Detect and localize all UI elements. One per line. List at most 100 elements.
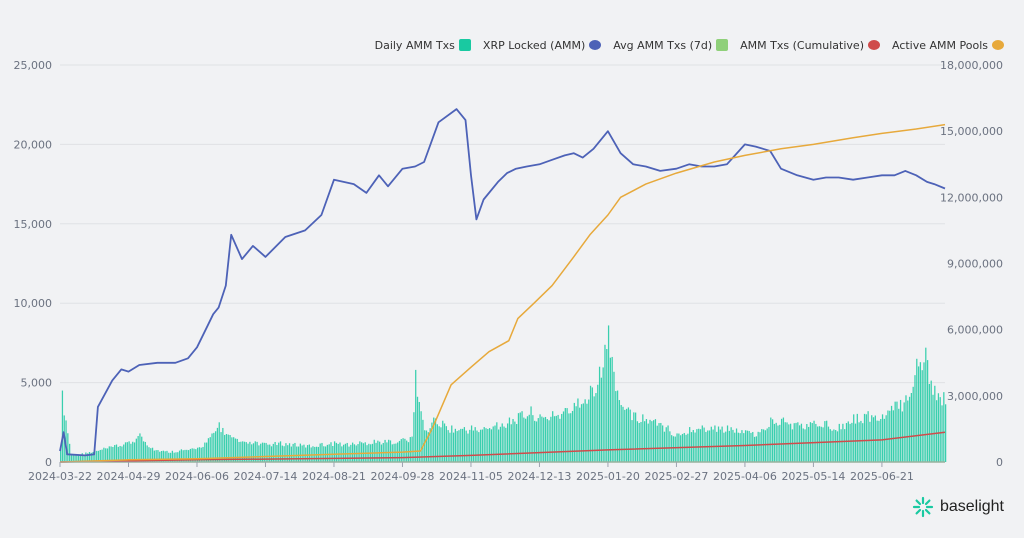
daily-amm-txs-bar <box>389 440 392 462</box>
legend-item-0[interactable]: Daily AMM Txs <box>375 39 471 52</box>
daily-amm-txs-bar <box>615 391 617 462</box>
daily-amm-txs-bar <box>526 416 529 462</box>
daily-amm-txs-bar <box>907 400 909 462</box>
daily-amm-txs-bar <box>653 420 655 462</box>
daily-amm-txs-bar <box>260 443 262 462</box>
daily-amm-txs-bar <box>858 422 860 462</box>
daily-amm-txs-bar <box>833 429 835 462</box>
daily-amm-txs-bar <box>265 442 267 462</box>
daily-amm-txs-bar <box>492 426 494 462</box>
daily-amm-txs-bar <box>928 383 931 462</box>
daily-amm-txs-bar <box>168 452 170 462</box>
daily-amm-txs-bar <box>521 411 523 462</box>
daily-amm-txs-bar <box>555 415 557 462</box>
daily-amm-txs-bar <box>889 410 891 462</box>
daily-amm-txs-bar <box>497 429 500 462</box>
daily-amm-txs-bar <box>306 445 309 462</box>
legend-item-3[interactable]: AMM Txs (Cumulative) <box>740 39 880 52</box>
daily-amm-txs-bar <box>863 413 866 462</box>
daily-amm-txs-bar <box>604 344 606 462</box>
daily-amm-txs-bar <box>279 441 282 462</box>
legend-swatch <box>867 40 880 50</box>
legend-item-2[interactable]: Avg AMM Txs (7d) <box>613 39 729 52</box>
daily-amm-txs-bar <box>597 384 599 462</box>
right-tick-label: 12,000,000 <box>940 191 1003 204</box>
daily-amm-txs-bar <box>607 325 610 462</box>
daily-amm-txs-bar <box>508 417 511 462</box>
daily-amm-txs-bar <box>117 446 119 462</box>
daily-amm-txs-bar <box>196 447 199 462</box>
daily-amm-txs-bar <box>240 441 242 462</box>
daily-amm-txs-bar <box>189 448 192 462</box>
daily-amm-txs-bar <box>921 370 923 462</box>
daily-amm-txs-bar <box>580 404 583 462</box>
daily-amm-txs-bar <box>820 426 822 462</box>
daily-amm-txs-bar <box>101 449 103 462</box>
daily-amm-txs-bar <box>274 441 276 462</box>
daily-amm-txs-bar <box>883 418 885 462</box>
daily-amm-txs-bar <box>182 450 184 462</box>
x-tick-label: 2024-08-21 <box>302 470 366 483</box>
daily-amm-txs-bar <box>150 448 152 462</box>
legend-item-4[interactable]: Active AMM Pools <box>892 39 1004 52</box>
daily-amm-txs-bar <box>469 429 471 462</box>
daily-amm-txs-bar <box>698 428 700 462</box>
legend-swatch <box>589 40 602 50</box>
daily-amm-txs-bar <box>593 396 595 462</box>
daily-amm-txs-bar <box>236 438 238 462</box>
daily-amm-txs-bar <box>871 415 873 462</box>
baselight-brand: baselight <box>912 496 1004 518</box>
daily-amm-txs-bar <box>227 434 229 462</box>
daily-amm-txs-bar <box>215 431 217 462</box>
daily-amm-txs-bar <box>422 419 424 462</box>
daily-amm-txs-bar <box>96 450 98 462</box>
daily-amm-txs-bar <box>169 452 172 462</box>
daily-amm-txs-bar <box>849 423 851 462</box>
daily-amm-txs-bar <box>146 445 148 462</box>
daily-amm-txs-bar <box>424 430 426 462</box>
daily-amm-txs-bar <box>743 433 745 462</box>
daily-amm-txs-bar <box>634 412 637 462</box>
daily-amm-txs-bar <box>337 443 339 462</box>
daily-amm-txs-bar <box>162 450 165 462</box>
daily-amm-txs-bar <box>537 418 539 462</box>
daily-amm-txs-bar <box>416 396 419 462</box>
daily-amm-txs-bar <box>613 371 615 462</box>
daily-amm-txs-bar <box>773 423 776 462</box>
x-tick-label: 2025-05-14 <box>781 470 845 483</box>
daily-amm-txs-bar <box>793 423 795 462</box>
daily-amm-txs-bar <box>263 442 265 462</box>
daily-amm-txs-bar <box>79 454 82 462</box>
daily-amm-txs-bar <box>519 412 521 462</box>
daily-amm-txs-bar <box>278 442 280 462</box>
daily-amm-txs-bar <box>460 428 462 462</box>
daily-amm-txs-bar <box>379 441 381 462</box>
daily-amm-txs-bar <box>490 429 493 462</box>
daily-amm-txs-bar <box>474 427 476 462</box>
daily-amm-txs-bar <box>105 448 107 462</box>
daily-amm-txs-bar <box>525 418 527 462</box>
daily-amm-txs-bar <box>945 404 947 462</box>
daily-amm-txs-bar <box>297 446 300 462</box>
daily-amm-txs-bar <box>404 438 406 462</box>
daily-amm-txs-bar <box>224 434 226 462</box>
daily-amm-txs-bar <box>546 419 548 462</box>
daily-amm-txs-bar <box>649 419 651 462</box>
daily-amm-txs-bar <box>696 429 698 462</box>
daily-amm-txs-bar <box>505 427 507 462</box>
daily-amm-txs-bar <box>714 425 716 462</box>
daily-amm-txs-bar <box>791 429 794 462</box>
daily-amm-txs-bar <box>440 427 442 462</box>
daily-amm-txs-bar <box>97 450 100 462</box>
daily-amm-txs-bar <box>892 410 894 462</box>
daily-amm-txs-bar <box>609 357 612 462</box>
legend-item-1[interactable]: XRP Locked (AMM) <box>483 39 602 52</box>
daily-amm-txs-bar <box>528 414 530 462</box>
daily-amm-txs-bar <box>454 428 456 462</box>
daily-amm-txs-bar <box>128 441 130 462</box>
daily-amm-txs-bar <box>144 441 146 462</box>
daily-amm-txs-bar <box>252 443 255 462</box>
series-line-active-amm-pools <box>59 123 946 463</box>
daily-amm-txs-bar <box>256 441 258 462</box>
legend-label: AMM Txs (Cumulative) <box>740 38 864 52</box>
